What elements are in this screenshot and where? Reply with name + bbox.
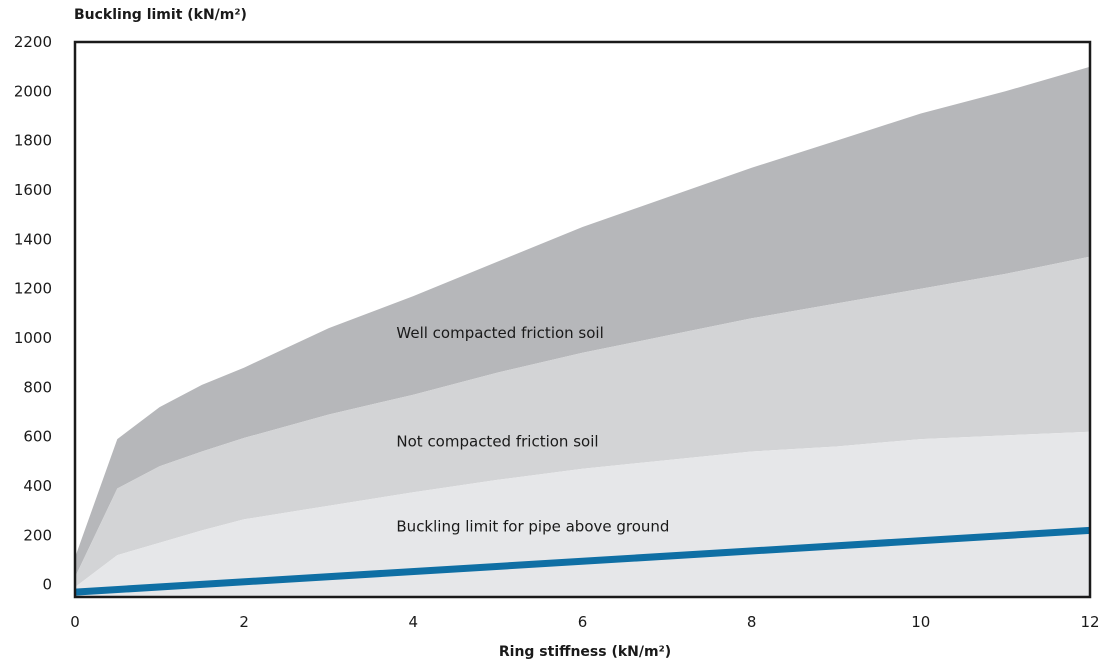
y-tick-label: 400 xyxy=(23,477,52,495)
y-tick-label: 800 xyxy=(23,378,52,396)
band-areas xyxy=(75,66,1090,597)
plot-frame xyxy=(73,40,1092,599)
y-axis-title: Buckling limit (kN/m²) xyxy=(74,7,247,23)
y-tick-label: 600 xyxy=(23,428,52,446)
band-label-3: Buckling limit for pipe above ground xyxy=(396,518,669,536)
y-tick-label: 1400 xyxy=(14,230,52,248)
band-label-2: Not compacted friction soil xyxy=(396,433,598,451)
x-tick-label: 10 xyxy=(911,613,930,631)
band-labels: Well compacted friction soil Not compacte… xyxy=(396,324,669,536)
x-tick-label: 12 xyxy=(1080,613,1099,631)
band-area-2 xyxy=(75,256,1090,588)
tick-labels: 0 2 4 6 8 10 12 0 200 400 600 800 1000 1200 1400 1600 18… xyxy=(14,33,1100,631)
band-area-1 xyxy=(75,66,1090,578)
x-tick-label: 6 xyxy=(578,613,588,631)
y-tick-label: 0 xyxy=(42,576,52,594)
y-tick-label: 1600 xyxy=(14,181,52,199)
series-lines xyxy=(74,526,1091,596)
series-line-1 xyxy=(74,526,1091,596)
y-tick-label: 2000 xyxy=(14,82,52,100)
x-axis-title: Ring stiffness (kN/m²) xyxy=(499,644,671,660)
x-tick-label: 8 xyxy=(747,613,757,631)
y-tick-label: 200 xyxy=(23,526,52,544)
y-tick-label: 2200 xyxy=(14,33,52,51)
band-label-1: Well compacted friction soil xyxy=(396,324,603,342)
y-tick-label: 1800 xyxy=(14,132,52,150)
x-tick-label: 0 xyxy=(70,613,80,631)
y-tick-label: 1000 xyxy=(14,329,52,347)
x-tick-label: 4 xyxy=(409,613,419,631)
band-area-3 xyxy=(75,431,1090,597)
x-tick-label: 2 xyxy=(239,613,249,631)
y-tick-label: 1200 xyxy=(14,280,52,298)
